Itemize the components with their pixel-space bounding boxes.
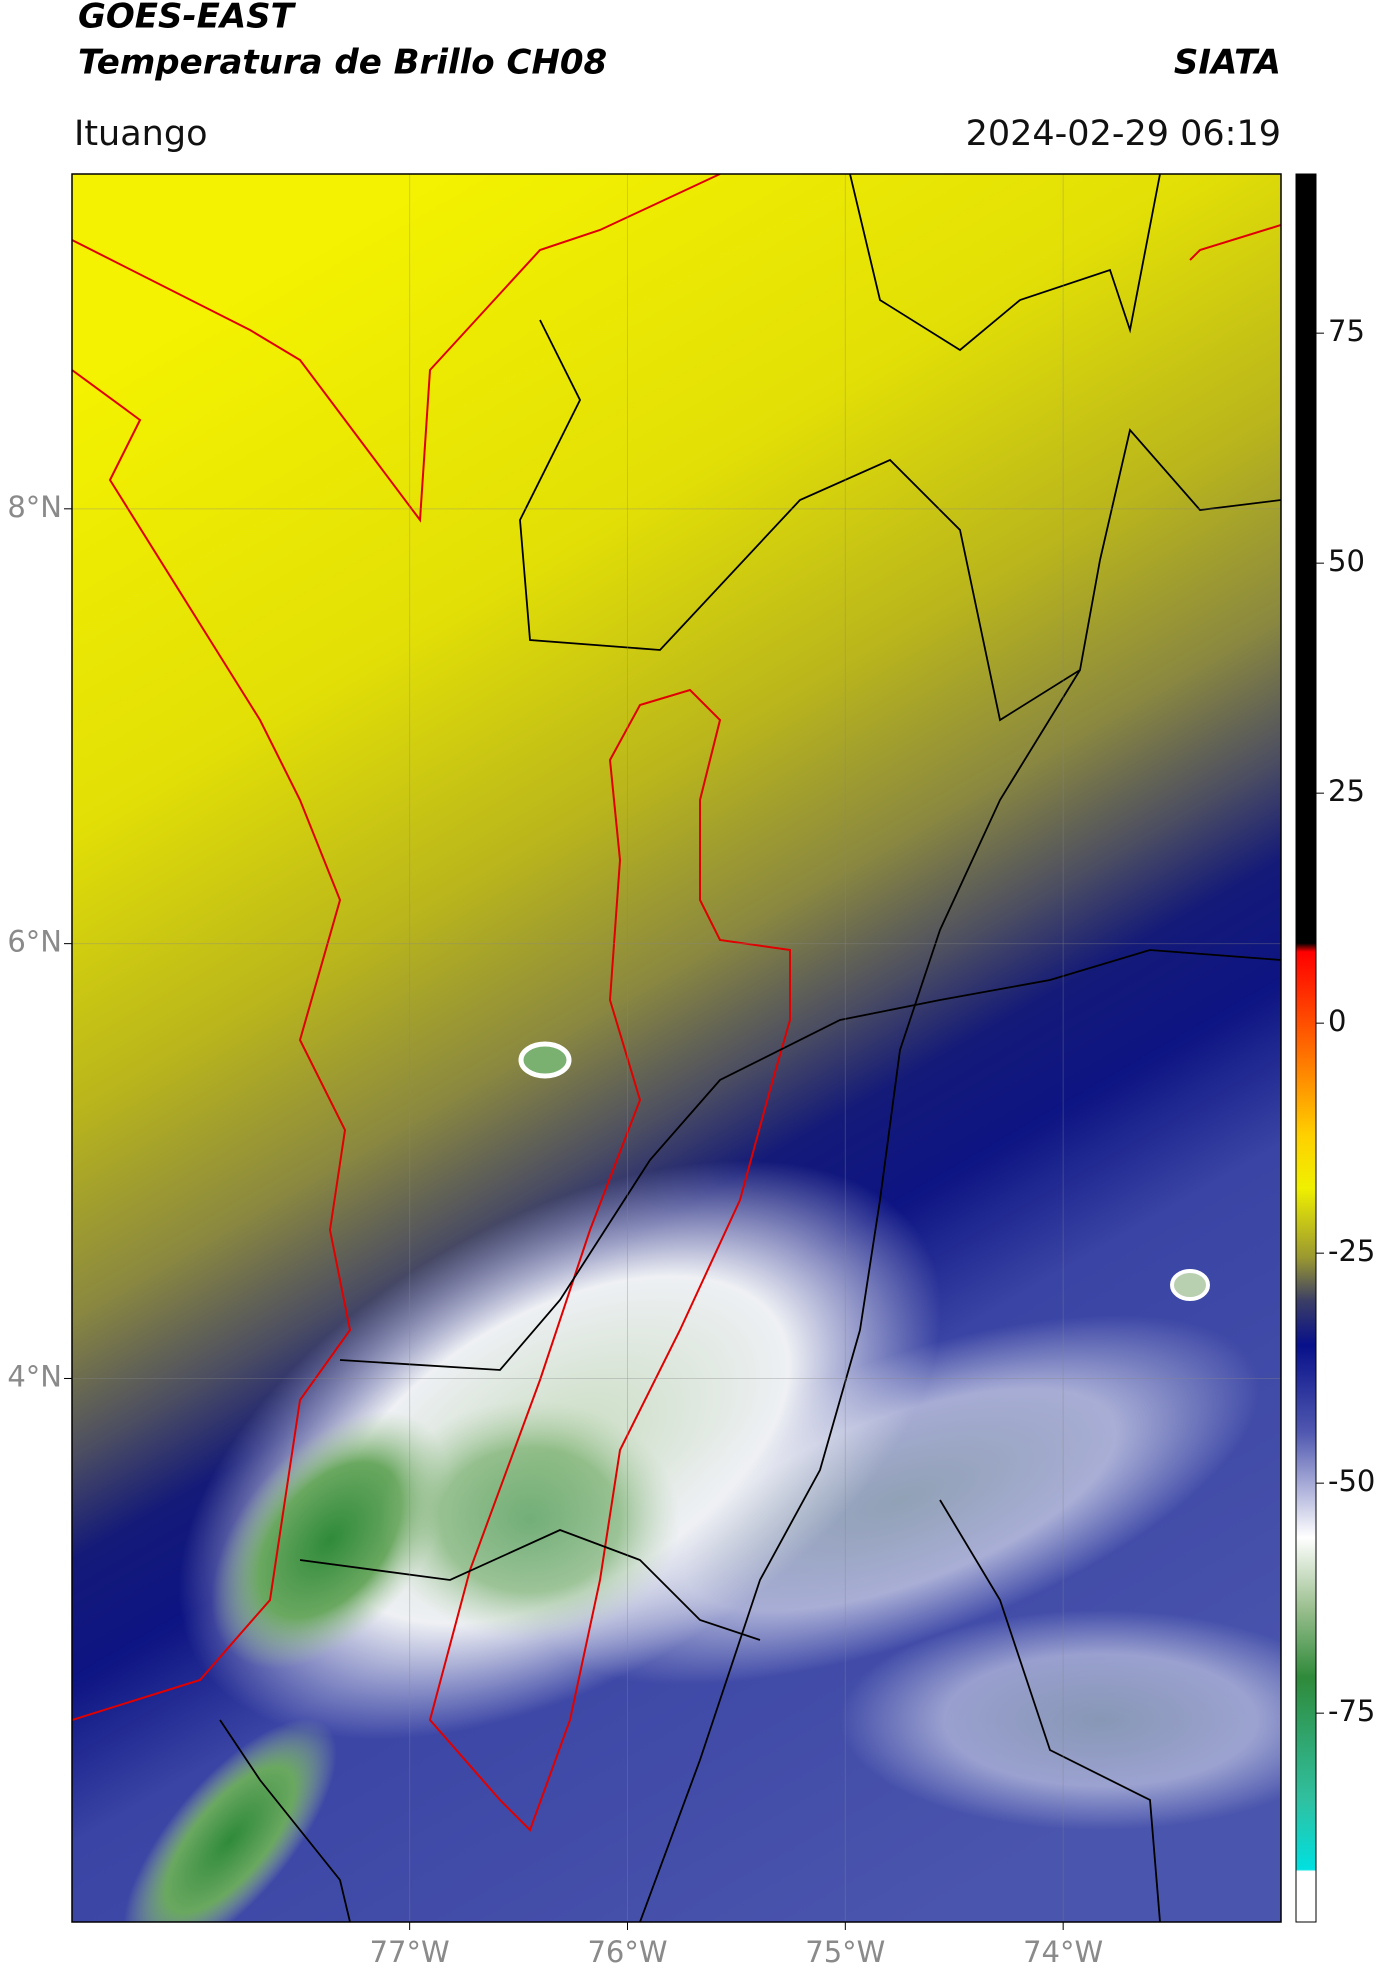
x-tick-label: 77°W [370, 1935, 450, 1969]
colorbar-tick-label: 75 [1328, 314, 1365, 348]
title-line2: Temperatura de Brillo CH08 [78, 43, 607, 83]
satellite-image [72, 174, 1281, 1922]
map-frame [71, 173, 1282, 1923]
grid [72, 174, 1281, 1922]
y-tick-label: 6°N [7, 925, 62, 959]
boundaries [72, 174, 1281, 1922]
x-tick-label: 74°W [1023, 1935, 1103, 1969]
x-tick-label: 76°W [587, 1935, 667, 1969]
source: SIATA [1174, 43, 1281, 83]
colorbar [1295, 173, 1317, 1923]
datetime: 2024-02-29 06:19 [966, 114, 1281, 154]
y-tick-label: 8°N [7, 490, 62, 524]
colorbar-tick-label: -25 [1328, 1234, 1375, 1268]
colorbar-tick-label: 0 [1328, 1004, 1346, 1038]
location: Ituango [74, 114, 208, 154]
y-tick-label: 4°N [7, 1359, 62, 1393]
colorbar-tick-label: -75 [1328, 1694, 1375, 1728]
x-tick-label: 75°W [805, 1935, 885, 1969]
colorbar-tick-label: 50 [1328, 544, 1365, 578]
colorbar-tick-label: -50 [1328, 1464, 1375, 1498]
title-line1: GOES-EAST [78, 0, 297, 37]
colorbar-tick-label: 25 [1328, 774, 1365, 808]
